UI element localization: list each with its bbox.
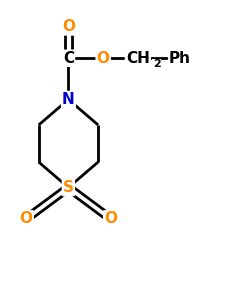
Text: 2: 2: [152, 59, 160, 69]
Text: CH: CH: [126, 51, 149, 66]
Text: Ph: Ph: [168, 51, 190, 66]
Text: S: S: [63, 180, 74, 195]
Text: O: O: [20, 211, 32, 226]
Text: O: O: [62, 20, 74, 34]
Text: O: O: [96, 51, 109, 66]
Text: C: C: [62, 51, 74, 66]
Text: O: O: [104, 211, 117, 226]
Text: N: N: [62, 92, 74, 107]
